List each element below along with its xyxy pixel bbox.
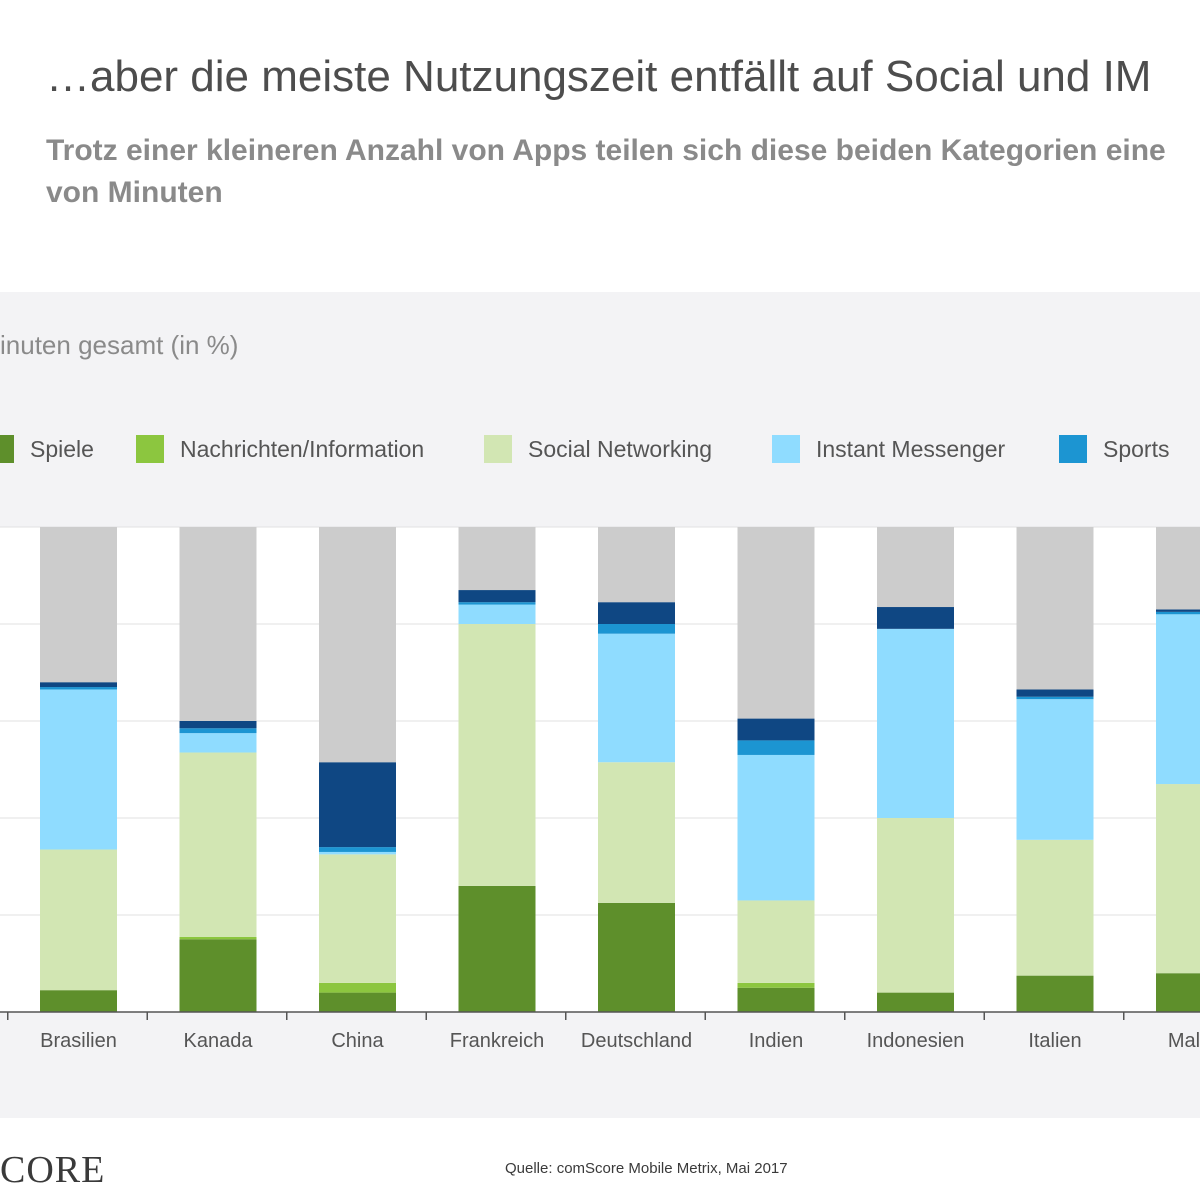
bar-segment xyxy=(319,992,396,1012)
bar-segment xyxy=(319,854,396,983)
bar-segment xyxy=(319,527,396,763)
bar-segment xyxy=(179,733,257,753)
legend-item: Instant Messenger xyxy=(772,432,1005,466)
bar-segment xyxy=(598,633,675,763)
bar-segment xyxy=(737,527,815,719)
bar-segment xyxy=(877,992,954,1012)
bar-segment xyxy=(1016,839,1094,976)
chart-legend: Spiele Nachrichten/Information Social Netw… xyxy=(0,432,1200,472)
bar-segment xyxy=(319,847,396,852)
legend-label: Nachrichten/Information xyxy=(180,435,425,462)
bar-segment xyxy=(458,590,536,603)
bar-segment xyxy=(877,527,954,608)
brand-logo-text: CORE xyxy=(0,1149,106,1191)
y-axis-label: inuten gesamt (in %) xyxy=(0,330,239,360)
bar-segment xyxy=(179,939,257,1012)
bar-segment xyxy=(737,900,815,983)
bar-segment xyxy=(458,602,536,605)
x-tick-label: Brasilien xyxy=(40,1030,117,1052)
bar-segment xyxy=(319,982,396,993)
bar-segment xyxy=(1156,973,1200,1012)
bar-segment xyxy=(1156,614,1200,785)
legend-item: Sports xyxy=(1059,432,1169,466)
bar-segment xyxy=(458,604,536,624)
bar-segment xyxy=(598,902,675,1012)
bar-segment xyxy=(40,990,117,1012)
bar-segment xyxy=(1016,689,1094,697)
x-tick-label: Malay xyxy=(1168,1030,1200,1052)
subtitle-line-2: von Minuten xyxy=(46,176,223,209)
legend-swatch xyxy=(772,435,800,463)
bar-segment xyxy=(40,689,117,850)
bar-segment xyxy=(40,849,117,991)
legend-item: Spiele xyxy=(0,432,94,466)
bar-segment xyxy=(598,624,675,634)
legend-swatch xyxy=(1059,435,1087,463)
legend-label: Spiele xyxy=(30,435,94,462)
legend-swatch xyxy=(0,435,14,463)
legend-label: Social Networking xyxy=(528,435,713,462)
bar-segment xyxy=(458,885,536,1012)
bar-segment xyxy=(737,987,815,1012)
chart-subtitle: Trotz einer kleineren Anzahl von Apps te… xyxy=(46,130,1200,214)
bar-segment xyxy=(737,982,815,988)
x-tick-label: Indonesien xyxy=(867,1030,965,1052)
bar-segment xyxy=(1016,527,1094,690)
bar-segment xyxy=(319,851,396,855)
bar-segment xyxy=(1016,699,1094,840)
legend-swatch xyxy=(484,435,512,463)
bar-segment xyxy=(877,628,954,818)
bar-segment xyxy=(179,527,257,721)
bar-segment xyxy=(737,740,815,755)
legend-label: Sports xyxy=(1103,435,1170,462)
bar-segment xyxy=(737,754,815,901)
x-tick-label: Italien xyxy=(1028,1030,1081,1052)
source-note: Quelle: comScore Mobile Metrix, Mai 2017 xyxy=(505,1160,788,1177)
bar-segment xyxy=(179,721,257,729)
legend-item: Nachrichten/Information xyxy=(136,432,424,466)
x-tick-label: Frankreich xyxy=(450,1030,544,1052)
x-tick-label: Indien xyxy=(749,1030,804,1052)
bar-segment xyxy=(1016,975,1094,1012)
legend-item: Social Networking xyxy=(484,432,712,466)
bar-segment xyxy=(737,718,815,741)
x-tick-label: Deutschland xyxy=(581,1030,692,1052)
subtitle-line-1: Trotz einer kleineren Anzahl von Apps te… xyxy=(46,134,1166,167)
bar-segment xyxy=(179,752,257,937)
bar-segment xyxy=(179,936,257,940)
bar-segment xyxy=(598,602,675,624)
chart-title: …aber die meiste Nutzungszeit entfällt a… xyxy=(46,52,1152,101)
bar-segment xyxy=(598,762,675,903)
legend-label: Instant Messenger xyxy=(816,435,1006,462)
bar-segment xyxy=(1156,609,1200,612)
bar-segment xyxy=(40,682,117,688)
bar-segment xyxy=(877,607,954,629)
bar-segment xyxy=(319,762,396,848)
bar-segment xyxy=(1156,527,1200,610)
bar-segment xyxy=(40,527,117,683)
x-tick-label: Kanada xyxy=(184,1030,254,1052)
bar-segment xyxy=(1156,611,1200,615)
legend-swatch xyxy=(136,435,164,463)
bar-segment xyxy=(179,728,257,734)
bar-segment xyxy=(1156,784,1200,974)
bar-segment xyxy=(598,527,675,603)
bar-segment xyxy=(458,527,536,591)
bar-segment xyxy=(877,818,954,993)
x-tick-label: China xyxy=(331,1030,384,1052)
bar-segment xyxy=(458,624,536,886)
bar-segment xyxy=(1016,696,1094,700)
bar-segment xyxy=(40,687,117,690)
